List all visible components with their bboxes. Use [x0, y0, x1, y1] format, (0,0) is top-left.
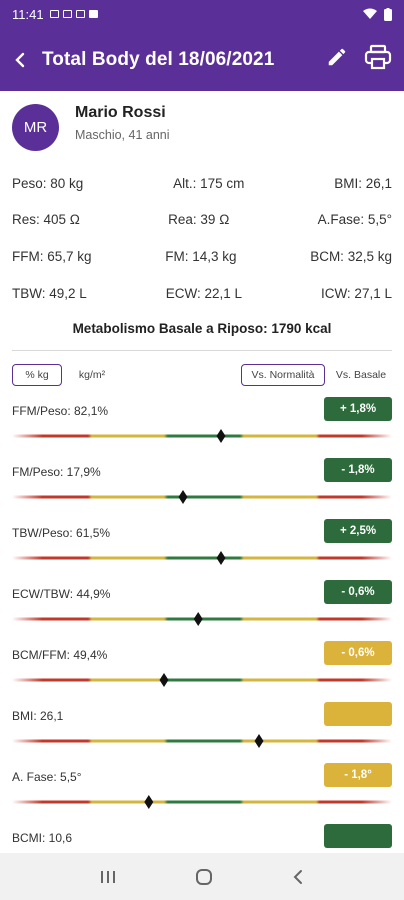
teams-icon [62, 10, 72, 18]
range-bar [12, 795, 392, 809]
range-track [12, 434, 392, 438]
delta-badge: - 1,8° [324, 763, 392, 787]
patient-info: Maschio, 41 anni [75, 128, 170, 142]
range-bar [12, 673, 392, 687]
back-arrow-icon [15, 52, 25, 67]
divider [12, 350, 392, 351]
range-track [12, 495, 392, 499]
measure-row: Res: 405 Ω Rea: 39 Ω A.Fase: 5,5° [12, 212, 392, 227]
delta-badge [324, 702, 392, 726]
print-button[interactable] [364, 44, 392, 75]
value-marker [144, 795, 154, 809]
printer-icon [364, 44, 392, 70]
patient-name: Mario Rossi [75, 104, 166, 121]
parameter-label: BMI: 26,1 [12, 709, 64, 723]
parameter-label: FFM/Peso: 82,1% [12, 404, 109, 418]
measure-ecw: ECW: 22,1 L [165, 286, 243, 301]
range-track [12, 678, 392, 682]
unit-m2-toggle[interactable]: kg/m² [78, 369, 106, 381]
system-nav-bar [0, 853, 404, 900]
vs-normality-toggle[interactable]: Vs. Normalità [241, 364, 325, 386]
value-marker [159, 673, 169, 687]
edit-button[interactable] [326, 46, 348, 73]
measure-icw: ICW: 27,1 L [320, 286, 392, 301]
measure-height: Alt.: 175 cm [173, 176, 245, 191]
parameter-label: BCM/FFM: 49,4% [12, 648, 108, 662]
range-bar [12, 612, 392, 626]
battery-icon [384, 7, 392, 21]
notification-icons [49, 10, 98, 18]
measure-phase-angle: A.Fase: 5,5° [317, 212, 392, 227]
nav-back-icon[interactable] [290, 868, 306, 886]
measure-row: TBW: 49,2 L ECW: 22,1 L ICW: 27,1 L [12, 286, 392, 301]
status-bar: 11:41 [0, 0, 404, 28]
measure-tbw: TBW: 49,2 L [12, 286, 87, 301]
pencil-icon [328, 48, 346, 66]
more-dot-icon [88, 10, 98, 18]
avatar: MR [12, 104, 59, 151]
range-bar [12, 429, 392, 443]
basal-metabolism: Metabolismo Basale a Riposo: 1790 kcal [72, 321, 332, 336]
measure-ffm: FFM: 65,7 kg [12, 249, 92, 264]
gallery-icon [49, 10, 59, 18]
page-title: Total Body del 18/06/2021 [42, 48, 275, 70]
teams-icon [75, 10, 85, 18]
range-bar [12, 734, 392, 748]
range-bar [12, 490, 392, 504]
delta-badge: - 0,6% [324, 580, 392, 604]
parameter-row: FFM/Peso: 82,1% + 1,8% [12, 397, 392, 453]
value-marker [216, 429, 226, 443]
parameter-label: FM/Peso: 17,9% [12, 465, 101, 479]
unit-percent-toggle[interactable]: % kg [12, 364, 62, 386]
measure-bcm: BCM: 32,5 kg [310, 249, 392, 264]
delta-badge: + 1,8% [324, 397, 392, 421]
value-marker [254, 734, 264, 748]
status-time: 11:41 [12, 6, 44, 22]
parameter-row: BCM/FFM: 49,4% - 0,6% [12, 641, 392, 697]
delta-badge [324, 824, 392, 848]
range-track [12, 556, 392, 560]
app-bar: Total Body del 18/06/2021 [0, 28, 404, 91]
parameter-label: BCMI: 10,6 [12, 831, 73, 845]
measure-weight: Peso: 80 kg [12, 176, 84, 191]
parameter-row: ECW/TBW: 44,9% - 0,6% [12, 580, 392, 636]
recent-apps-icon[interactable] [98, 869, 118, 885]
delta-badge: - 0,6% [324, 641, 392, 665]
parameter-row: TBW/Peso: 61,5% + 2,5% [12, 519, 392, 575]
range-track [12, 800, 392, 804]
parameter-label: ECW/TBW: 44,9% [12, 587, 111, 601]
vs-basal-toggle[interactable]: Vs. Basale [335, 369, 387, 381]
measure-resistance: Res: 405 Ω [12, 212, 80, 227]
measure-reactance: Rea: 39 Ω [168, 212, 230, 227]
parameter-label: TBW/Peso: 61,5% [12, 526, 111, 540]
back-button[interactable] [8, 48, 32, 72]
measure-row: FFM: 65,7 kg FM: 14,3 kg BCM: 32,5 kg [12, 249, 392, 264]
range-track [12, 739, 392, 743]
measure-fm: FM: 14,3 kg [165, 249, 237, 264]
wifi-icon [363, 8, 377, 19]
value-marker [193, 612, 203, 626]
patient-header: MR Mario Rossi Maschio, 41 anni [12, 102, 170, 151]
parameter-label: A. Fase: 5,5° [12, 770, 82, 784]
measure-bmi: BMI: 26,1 [334, 176, 392, 191]
toggle-bar: % kg kg/m² Vs. Normalità Vs. Basale [12, 364, 392, 388]
parameter-row: BMI: 26,1 [12, 702, 392, 758]
delta-badge: - 1,8% [324, 458, 392, 482]
parameter-row: BCMI: 10,6 [12, 824, 392, 880]
delta-badge: + 2,5% [324, 519, 392, 543]
range-bar [12, 551, 392, 565]
measure-row: Peso: 80 kg Alt.: 175 cm BMI: 26,1 [12, 176, 392, 191]
parameter-row: A. Fase: 5,5° - 1,8° [12, 763, 392, 819]
parameter-row: FM/Peso: 17,9% - 1,8% [12, 458, 392, 514]
home-icon[interactable] [194, 867, 214, 887]
value-marker [178, 490, 188, 504]
value-marker [216, 551, 226, 565]
